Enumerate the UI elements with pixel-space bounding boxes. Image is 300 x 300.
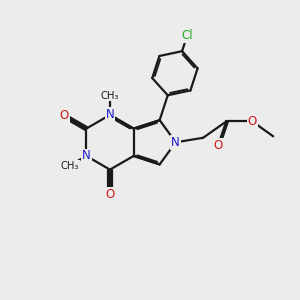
Text: O: O (105, 188, 115, 201)
Text: O: O (213, 139, 223, 152)
Text: N: N (82, 149, 91, 162)
Text: CH₃: CH₃ (101, 91, 119, 100)
Text: Cl: Cl (181, 29, 193, 42)
Text: O: O (60, 110, 69, 122)
Text: CH₃: CH₃ (60, 160, 79, 171)
Text: N: N (106, 108, 114, 122)
Text: O: O (248, 115, 257, 128)
Text: N: N (171, 136, 180, 149)
